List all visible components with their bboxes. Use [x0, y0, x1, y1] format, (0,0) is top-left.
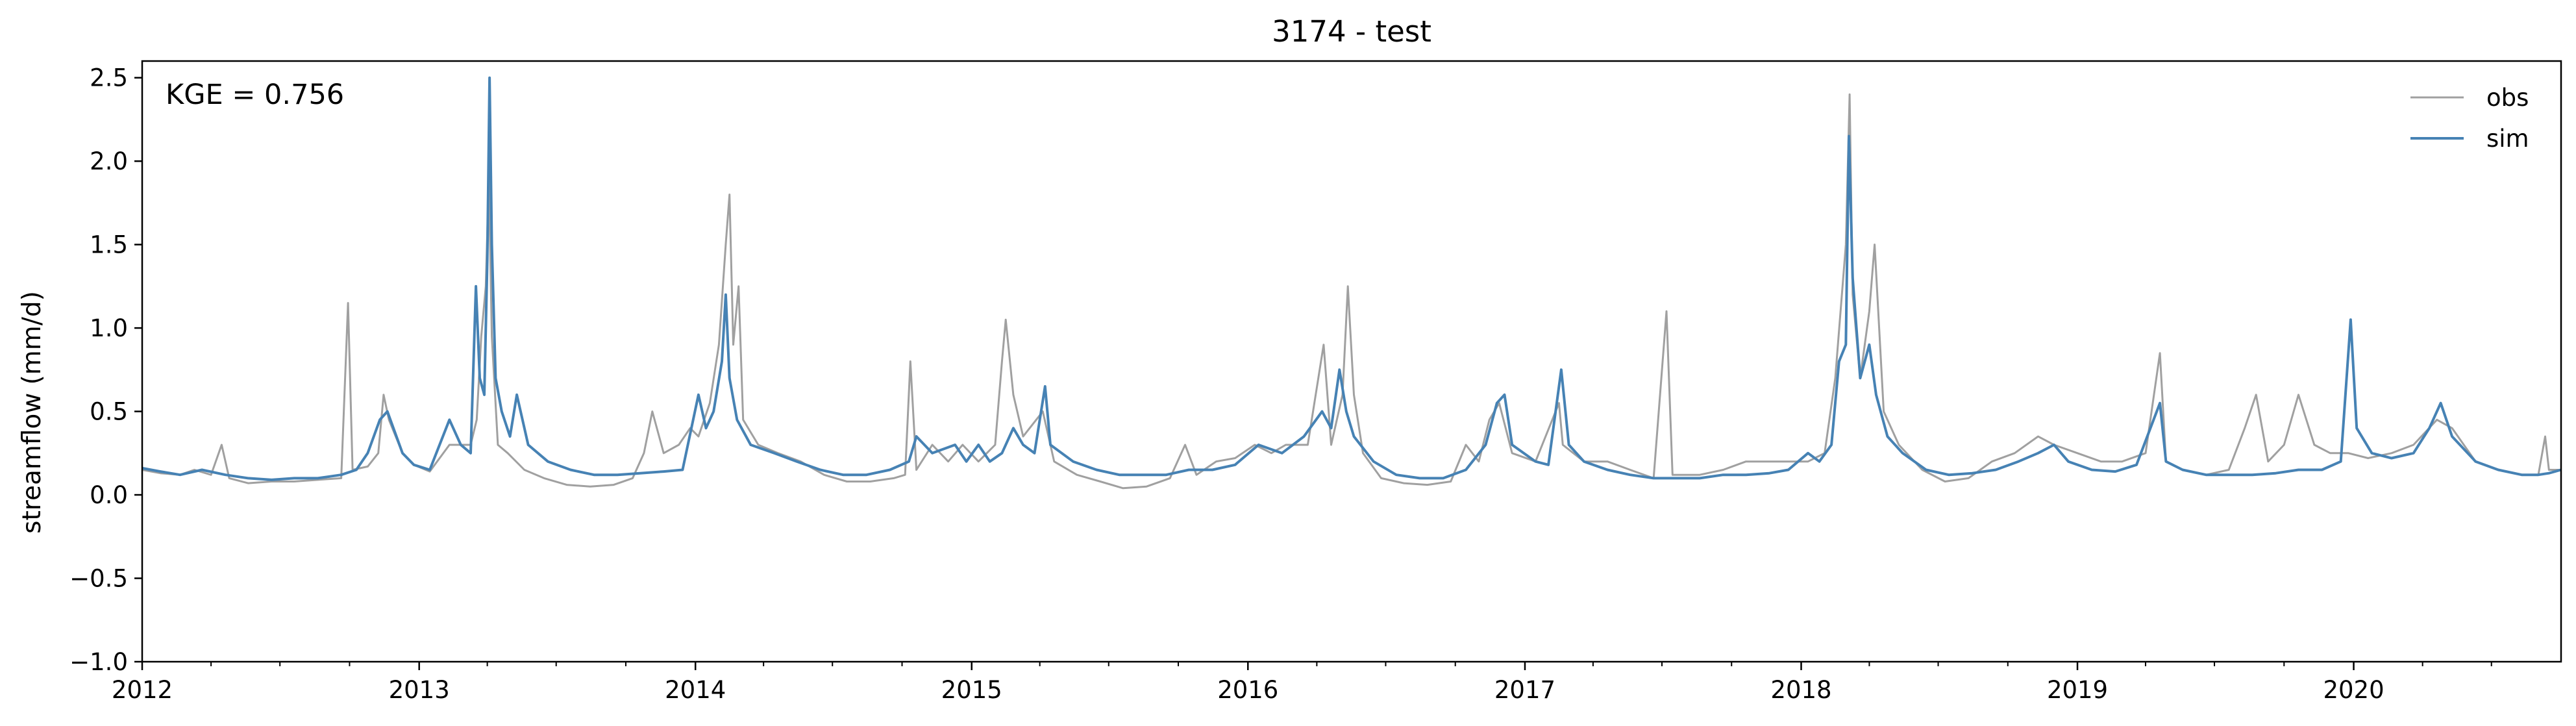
y-tick-label: 0.0: [90, 481, 128, 509]
series-line-sim: [142, 76, 2562, 481]
y-axis: −1.0 −0.5 0.0 0.5 1.0 1.5 2.0 2.5: [69, 64, 142, 676]
x-tick-label: 2015: [941, 676, 1002, 704]
legend: obs sim: [2410, 84, 2529, 153]
legend-label-sim: sim: [2486, 125, 2529, 153]
x-axis: 2012 2013 2014 2015 2016 2017 2018 2019 2020: [112, 662, 2492, 704]
x-tick-label: 2020: [2323, 676, 2384, 704]
x-tick-label: 2013: [389, 676, 450, 704]
y-tick-label: 0.5: [90, 398, 128, 426]
y-tick-label: −0.5: [69, 565, 128, 593]
x-tick-label: 2012: [112, 676, 173, 704]
plot-lines: [142, 76, 2562, 490]
x-tick-label: 2019: [2047, 676, 2108, 704]
y-tick-label: −1.0: [69, 648, 128, 676]
x-tick-label: 2018: [1770, 676, 1831, 704]
y-tick-label: 1.5: [90, 231, 128, 259]
y-tick-label: 2.5: [90, 64, 128, 92]
x-tick-label: 2017: [1494, 676, 1555, 704]
chart-title: 3174 - test: [1272, 14, 1431, 49]
y-tick-label: 2.0: [90, 147, 128, 175]
plot-frame: [141, 60, 2562, 663]
y-axis-label: streamflow (mm/d): [18, 291, 47, 534]
x-tick-label: 2016: [1217, 676, 1278, 704]
kge-annotation: KGE = 0.756: [166, 79, 344, 111]
x-tick-label: 2014: [665, 676, 726, 704]
y-tick-label: 1.0: [90, 314, 128, 342]
legend-label-obs: obs: [2486, 84, 2529, 112]
